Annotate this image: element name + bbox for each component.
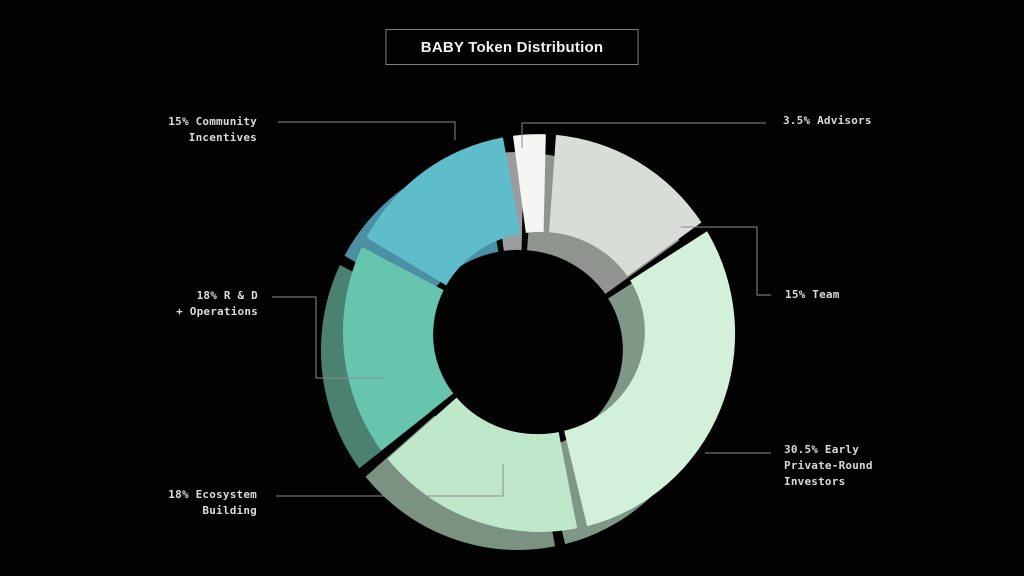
callout-line: 3.5% Advisors	[783, 114, 872, 127]
leader-lines	[272, 121, 771, 497]
callout-line: 15% Community	[168, 115, 257, 128]
leader-line-advisors	[521, 122, 766, 148]
donut-segment-early-private-round-investors	[564, 231, 736, 527]
callout-line: Private-Round	[784, 459, 873, 472]
chart-title-box: BABY Token Distribution	[385, 29, 639, 65]
callout-rnd-operations: 18% R & D + Operations	[176, 288, 258, 320]
callout-team: 15% Team	[785, 287, 840, 303]
donut-segment-community-incentives	[366, 137, 521, 286]
donut-top-layer	[342, 134, 736, 532]
chart-title: BABY Token Distribution	[420, 38, 604, 56]
leader-line-team	[681, 226, 771, 296]
donut-segment-advisors	[512, 134, 546, 233]
callout-line: Building	[202, 504, 257, 517]
donut-segment-team	[549, 134, 702, 277]
leader-line-ecosystem-building	[276, 464, 504, 497]
callout-line: 18% R & D	[196, 289, 258, 302]
callout-line: Incentives	[188, 131, 257, 144]
callout-community-incentives: 15% Community Incentives	[168, 114, 257, 146]
callout-line: 30.5% Early	[784, 443, 860, 456]
donut-segment-r-d-operations	[342, 247, 454, 451]
callout-early-private-round-investors: 30.5% Early Private-Round Investors	[784, 442, 873, 490]
callout-line: 15% Team	[785, 288, 840, 301]
callout-line: + Operations	[176, 305, 258, 318]
leader-line-rnd-operations	[272, 296, 383, 379]
leader-line-community-incentives	[278, 121, 456, 140]
callout-advisors: 3.5% Advisors	[783, 113, 872, 129]
callout-ecosystem-building: 18% Ecosystem Building	[168, 487, 257, 519]
callout-line: Investors	[784, 475, 846, 488]
callout-line: 18% Ecosystem	[168, 488, 257, 501]
donut-segment-ecosystem-building	[387, 397, 578, 532]
